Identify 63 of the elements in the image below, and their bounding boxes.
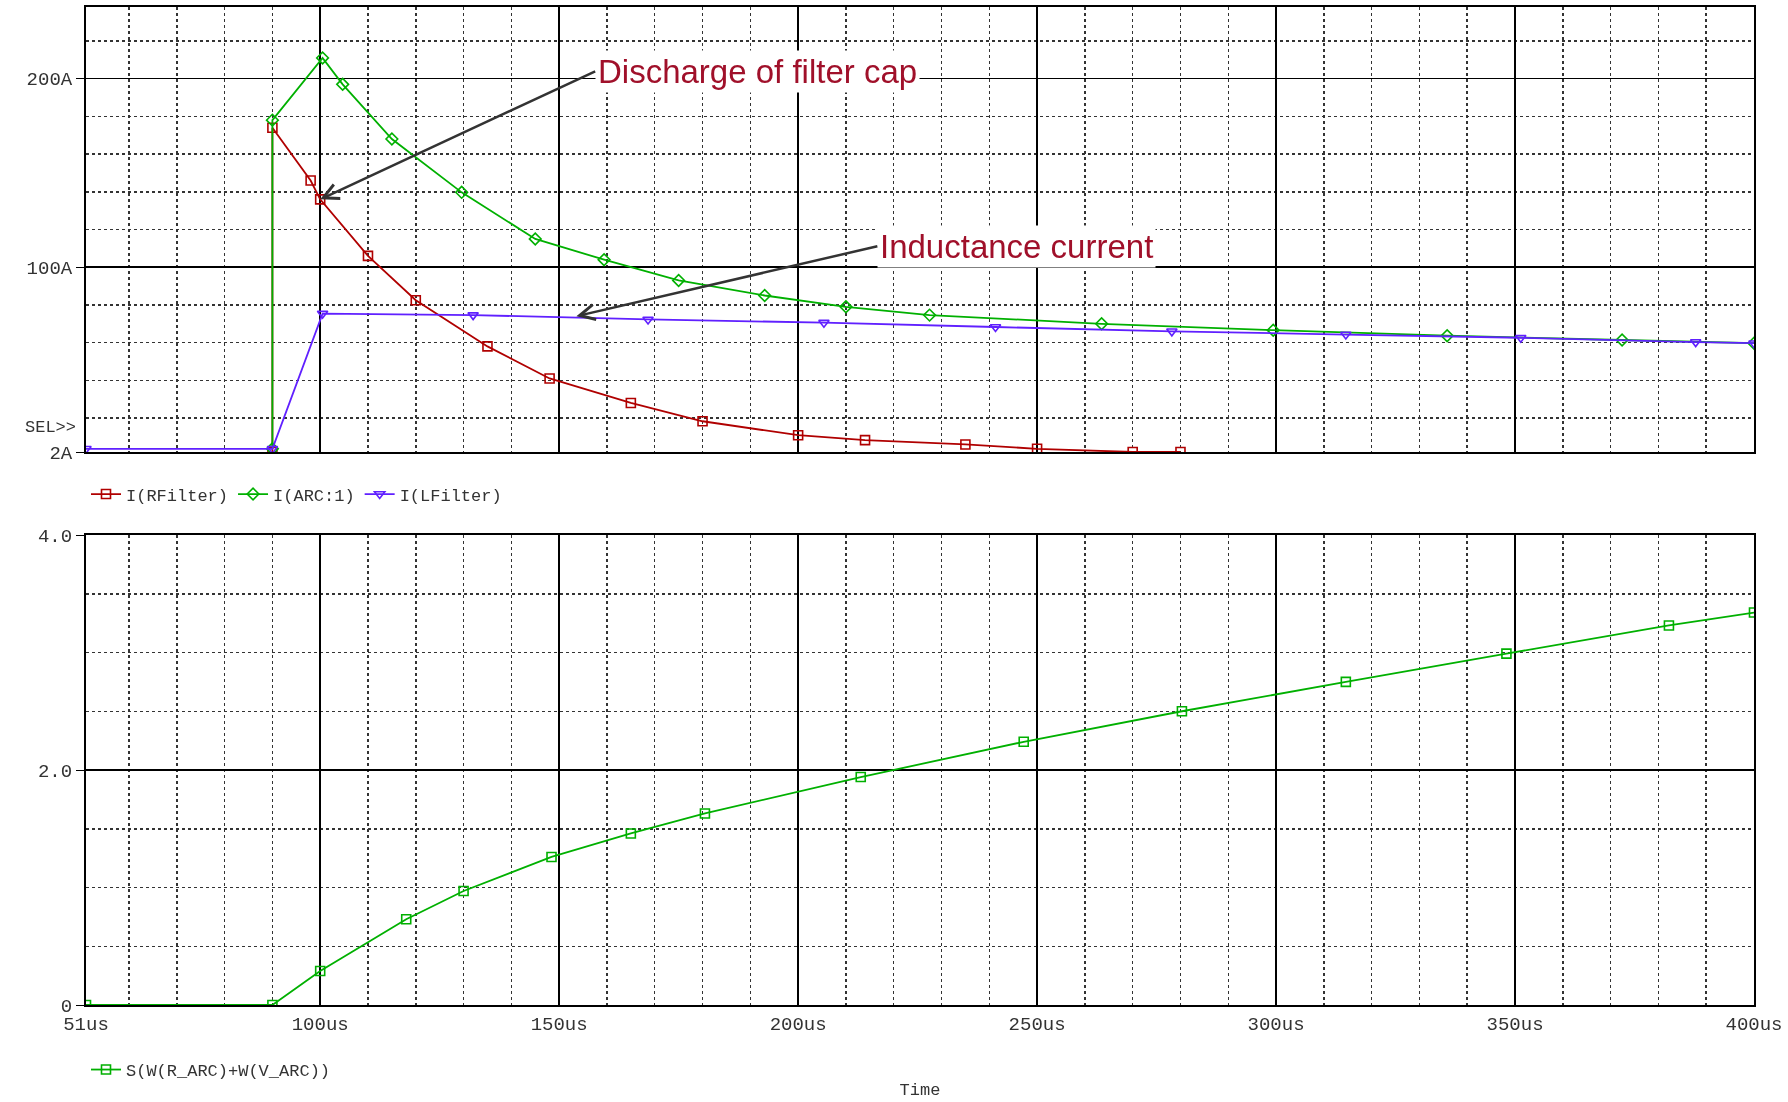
- point: [1018, 736, 1030, 748]
- point: [1440, 329, 1454, 343]
- x-tick-label: 400us: [1725, 1013, 1783, 1036]
- y-tick-label: 200A: [26, 69, 73, 92]
- text: SEL>>: [25, 418, 77, 437]
- point: [546, 851, 557, 863]
- point: [455, 185, 469, 199]
- point: [699, 808, 711, 819]
- point: [482, 341, 493, 352]
- point: [960, 439, 971, 450]
- point: [1514, 334, 1527, 344]
- point: [1176, 705, 1188, 717]
- point: [400, 913, 412, 925]
- point: [1266, 323, 1280, 337]
- x-tick-label: 200us: [769, 1013, 827, 1036]
- annotation: Inductance current: [880, 228, 1154, 265]
- point: [362, 250, 374, 262]
- point: [410, 294, 422, 306]
- point: [267, 122, 278, 133]
- point: [314, 194, 326, 205]
- y-tick-label: 4.0: [37, 525, 73, 548]
- y-tick-label: 2.0: [37, 760, 73, 783]
- point: [305, 175, 316, 186]
- point: [314, 965, 326, 977]
- x-tick-label: 300us: [1247, 1013, 1305, 1036]
- annotation: Discharge of filter cap: [598, 53, 918, 90]
- point: [336, 77, 350, 91]
- point: [792, 429, 804, 441]
- y-tick-label: 2A: [49, 442, 73, 465]
- x-tick-label: 250us: [1008, 1013, 1066, 1036]
- point: [839, 300, 853, 314]
- point: [1663, 620, 1675, 631]
- point: [922, 308, 937, 322]
- point: [315, 51, 330, 65]
- legend-label: I(LFilter): [399, 486, 502, 506]
- legend-label: S(W(R_ARC)+W(V_ARC)): [126, 1062, 331, 1082]
- point: [1031, 443, 1043, 452]
- legend-label: I(RFilter): [126, 486, 229, 506]
- point: [458, 885, 469, 897]
- point: [671, 273, 686, 288]
- point: [1340, 676, 1352, 688]
- line-series: [86, 310, 1754, 452]
- point: [1501, 648, 1512, 659]
- point: [1094, 317, 1109, 331]
- point: [385, 132, 399, 146]
- legend-label: I(ARC:1): [273, 486, 355, 506]
- point: [697, 415, 708, 427]
- point: [855, 771, 867, 783]
- y-tick-label: 100A: [26, 257, 73, 280]
- point: [1615, 333, 1629, 347]
- point: [544, 373, 555, 384]
- point: [625, 828, 637, 839]
- point: [528, 232, 542, 246]
- x-axis-title: Time: [899, 1080, 941, 1100]
- point: [265, 113, 280, 127]
- point: [859, 434, 871, 446]
- point: [625, 397, 637, 409]
- point: [597, 253, 611, 267]
- point: [758, 288, 772, 303]
- x-tick-label: 350us: [1486, 1013, 1544, 1036]
- x-tick-label: 150us: [530, 1013, 588, 1036]
- x-tick-label: 100us: [291, 1013, 349, 1036]
- point: [989, 323, 1002, 333]
